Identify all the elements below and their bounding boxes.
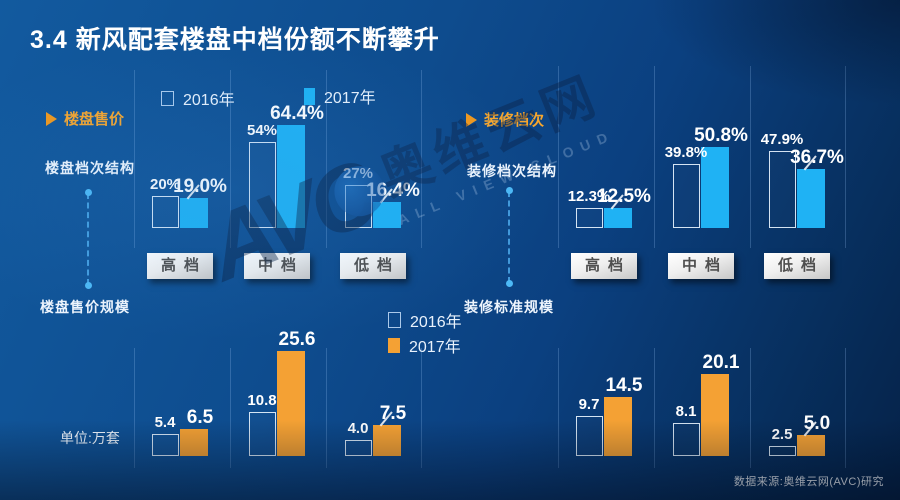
bar-value-2017: 6.5 [186, 407, 214, 428]
bar-value-2017: 14.5 [605, 375, 643, 396]
column-separator-line [230, 70, 231, 248]
right-dashed-connector [506, 187, 513, 287]
left-dashed-connector [85, 189, 92, 289]
bar-2017 [180, 429, 208, 456]
category-box-2: 中档 [668, 253, 734, 279]
bar-2016 [576, 416, 603, 456]
left-structure-label: 楼盘档次结构 [45, 160, 135, 176]
bar-2016 [152, 434, 179, 456]
bar-2017 [797, 169, 825, 228]
column-separator-line [845, 348, 846, 468]
bar-value-2017: 64.4% [270, 103, 324, 124]
left-section-header: 楼盘售价 [46, 108, 124, 129]
bar-value-2017: 5.0 [803, 413, 831, 434]
left-section-label: 楼盘售价 [64, 111, 125, 128]
legend-swatch-2016-outline-icon [388, 312, 401, 328]
column-separator-line [750, 66, 751, 248]
bar-value-2017: 19.0% [173, 176, 227, 197]
bar-2016 [345, 440, 372, 456]
bar-2016 [152, 196, 179, 228]
bar-value-2017: 16.4% [366, 180, 420, 201]
bar-2016 [249, 142, 276, 228]
bar-value-2016: 9.7 [578, 396, 600, 413]
bar-value-2016: 8.1 [675, 403, 697, 420]
bar-value-2017: 7.5 [379, 403, 407, 424]
bar-2016 [769, 446, 796, 456]
category-box-3: 低档 [340, 253, 406, 279]
legend-mid-2016-label: 2016年 [410, 314, 462, 331]
legend-mid-2016: 2016年 [388, 308, 462, 332]
column-separator-line [326, 348, 327, 468]
bar-2017 [604, 208, 632, 228]
right-scale-label: 装修标准规模 [464, 299, 554, 315]
bar-2016 [673, 423, 700, 456]
chart-price-scale: 5.4 6.5 10.8 25.6 4.0 7.5 [134, 329, 422, 468]
triangle-bullet-icon [466, 112, 477, 127]
column-separator-line [134, 348, 135, 468]
category-box-1: 高档 [147, 253, 213, 279]
bar-2016 [673, 164, 700, 228]
category-box-1: 高档 [571, 253, 637, 279]
chart-price-structure: 20% 19.0% 高档 54% 64.4% 中档 27% 16.4% 低档 [134, 70, 422, 279]
left-scale-label: 楼盘售价规模 [40, 299, 130, 315]
bar-2016 [249, 412, 276, 456]
bar-value-2016: 47.9% [760, 131, 804, 148]
bar-2017 [277, 125, 305, 228]
column-separator-line [134, 70, 135, 248]
unit-label: 单位:万套 [60, 430, 120, 446]
data-source-note: 数据来源:奥维云网(AVC)研究 [733, 476, 884, 488]
column-separator-line [326, 70, 327, 248]
triangle-bullet-icon [46, 111, 57, 126]
bar-2017 [180, 198, 208, 228]
chart-deco-structure: 12.3% 12.5% 高档 39.8% 50.8% 中档 47.9% 36.7% 低档 [558, 66, 846, 279]
right-section-header: 装修档次 [466, 109, 544, 130]
bar-value-2017: 12.5% [597, 186, 651, 207]
bar-value-2017: 20.1 [702, 352, 740, 373]
bar-value-2017: 36.7% [790, 147, 844, 168]
bar-value-2016: 10.8 [247, 392, 277, 409]
right-structure-label: 装修档次结构 [467, 163, 557, 179]
column-separator-line [558, 66, 559, 248]
category-box-3: 低档 [764, 253, 830, 279]
chart-deco-scale: 9.7 14.5 8.1 20.1 2.5 5.0 [558, 348, 846, 468]
column-separator-line [421, 70, 422, 248]
bar-2017 [373, 202, 401, 228]
slide-title: 3.4 新风配套楼盘中档份额不断攀升 [30, 26, 440, 54]
category-box-2: 中档 [244, 253, 310, 279]
right-section-label: 装修档次 [484, 112, 545, 129]
bar-value-2017: 25.6 [278, 329, 316, 350]
bar-2016 [576, 208, 603, 228]
